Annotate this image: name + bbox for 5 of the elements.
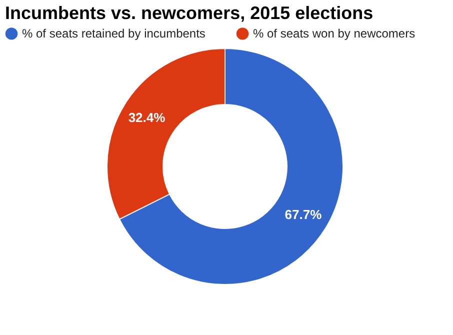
data-label: 32.4% xyxy=(128,110,166,126)
data-label: 67.7% xyxy=(284,206,322,222)
legend-label: % of seats retained by incumbents xyxy=(22,26,206,41)
legend-label: % of seats won by newcomers xyxy=(253,26,416,41)
chart-title: Incumbents vs. newcomers, 2015 elections xyxy=(5,3,374,23)
